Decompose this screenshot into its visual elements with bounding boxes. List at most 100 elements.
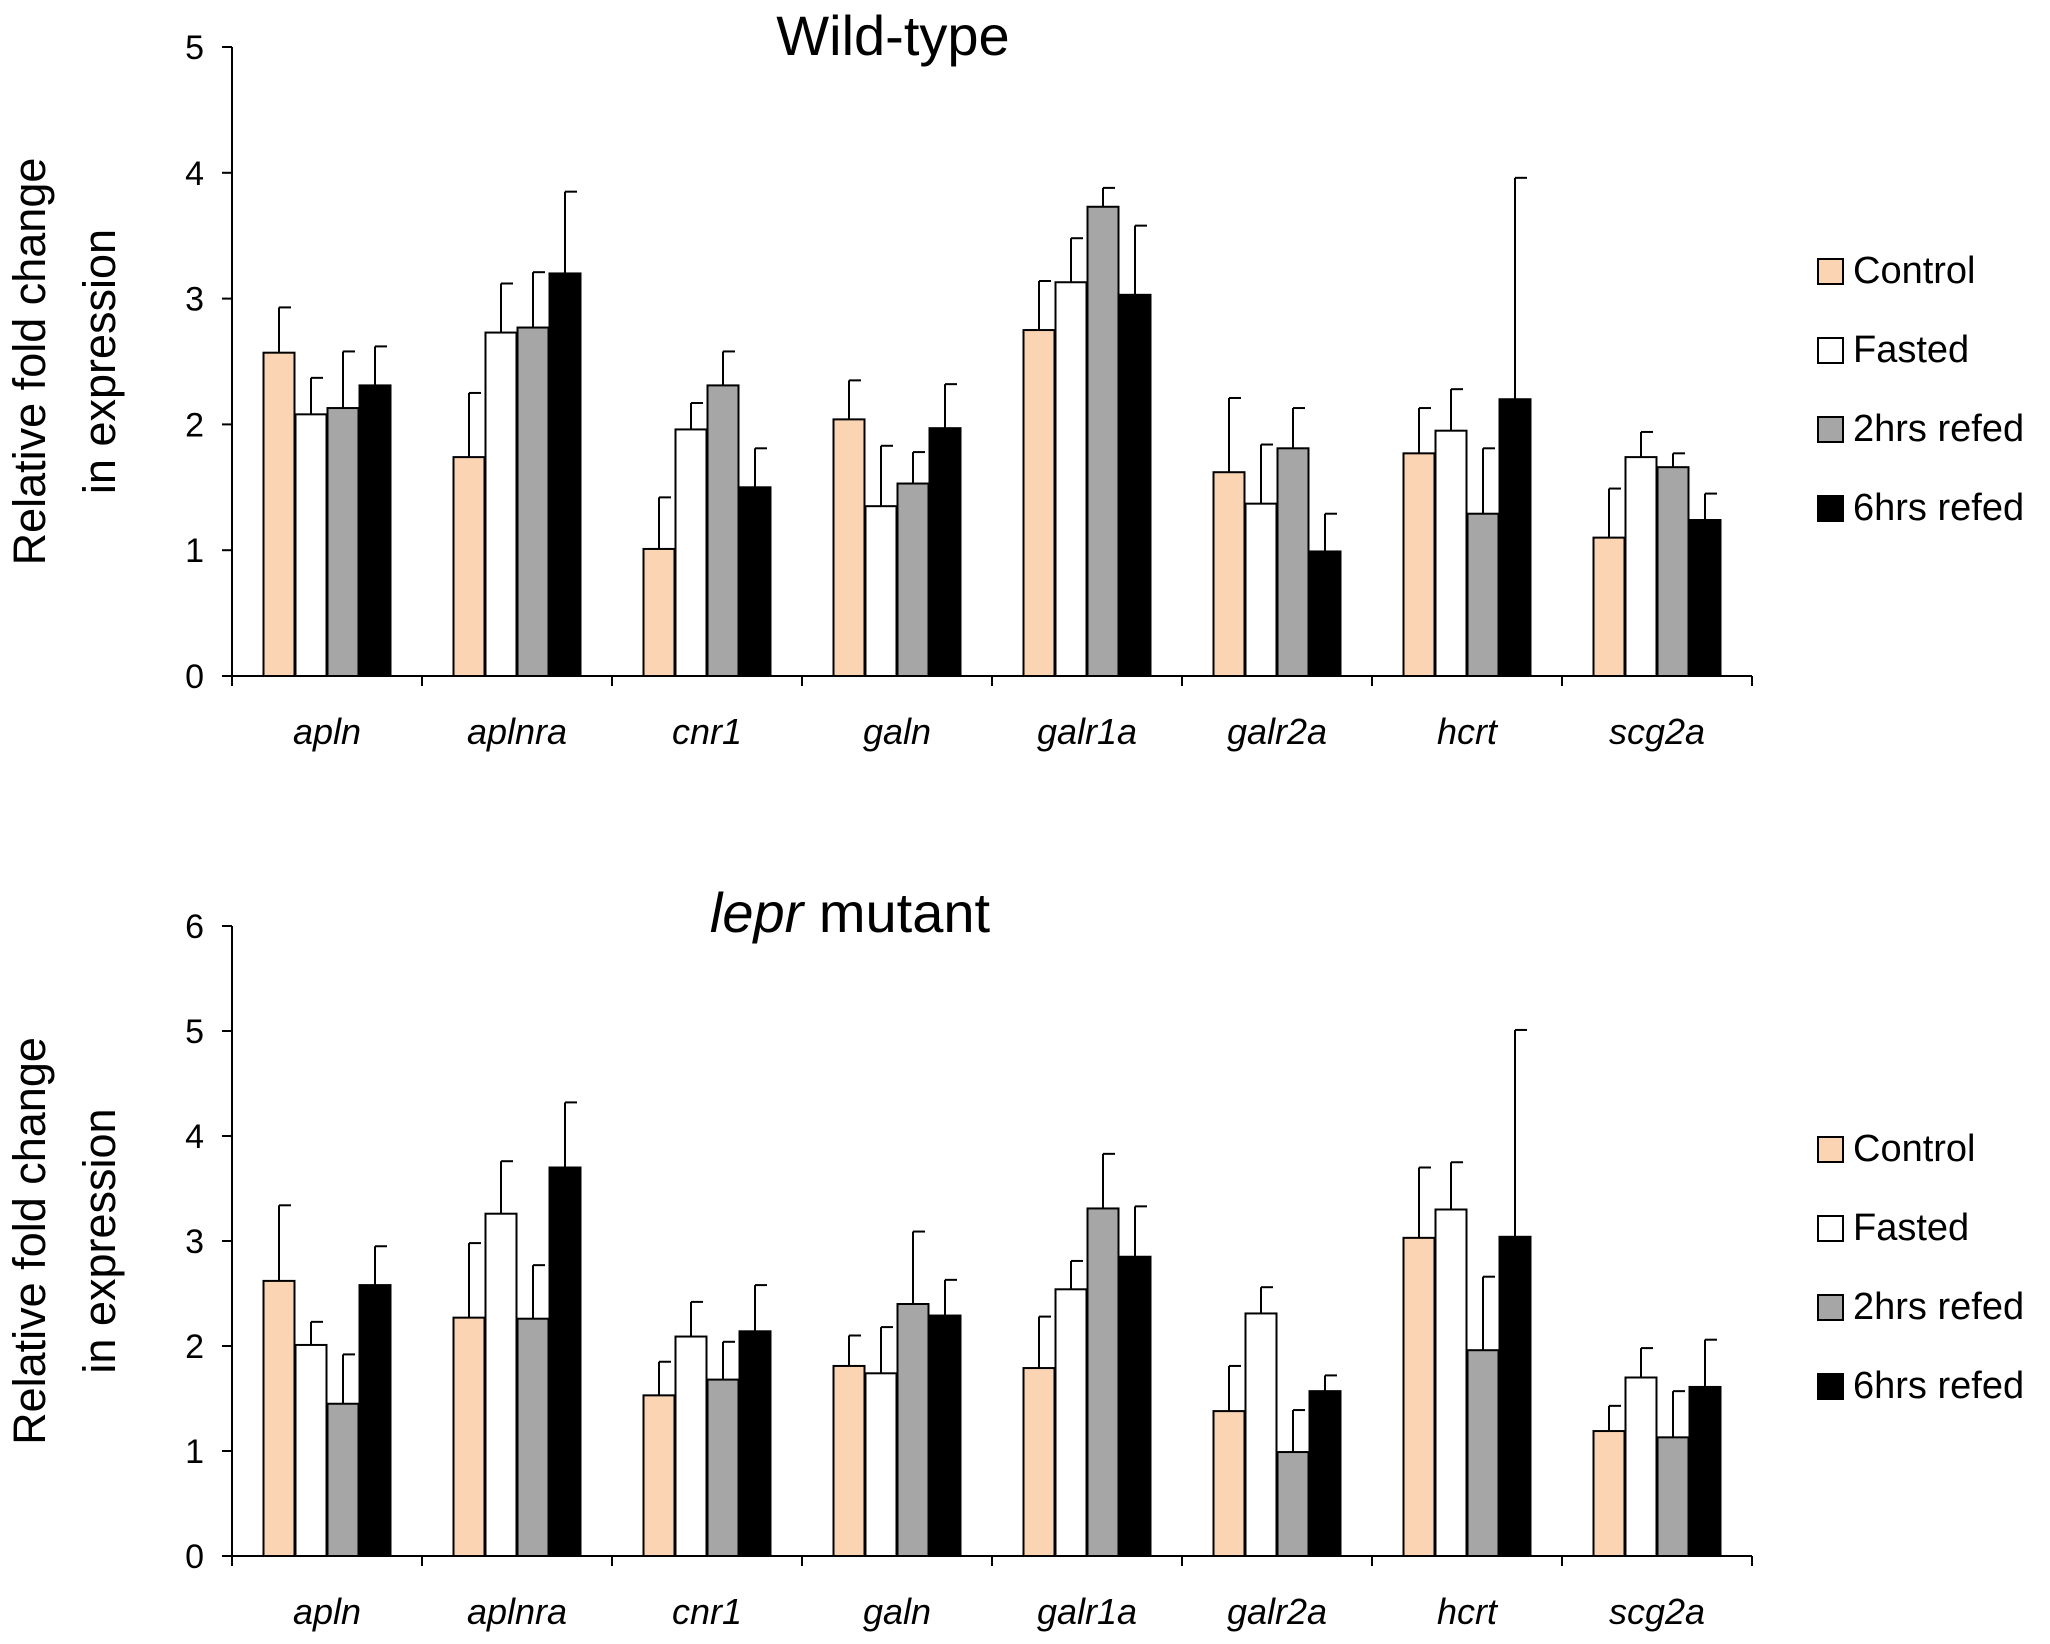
- bar: [928, 427, 962, 678]
- y-tick-label: 4: [185, 155, 204, 193]
- x-tick-label: hcrt: [1437, 711, 1499, 752]
- bar: [548, 272, 582, 677]
- bar: [1118, 293, 1152, 677]
- y-axis-label: in expression: [74, 1108, 125, 1373]
- y-axis-label: in expression: [74, 229, 125, 494]
- bar: [706, 1378, 740, 1557]
- x-tick-label: aplnra: [467, 711, 567, 752]
- legend-swatch: [1817, 337, 1844, 364]
- wild-type-panel: Wild-type Relative fold change in expressi…: [4, 4, 2024, 752]
- bar: [1022, 329, 1056, 677]
- legend-label: 2hrs refed: [1853, 408, 2024, 450]
- y-tick-label: 4: [185, 1118, 204, 1156]
- bar: [1434, 429, 1468, 677]
- bar: [674, 1335, 708, 1558]
- bar: [674, 428, 708, 677]
- y-tick-label: 3: [185, 281, 204, 319]
- x-tick-label: scg2a: [1609, 1591, 1705, 1632]
- x-tick-label: cnr1: [672, 1591, 742, 1632]
- bar: [1498, 398, 1532, 677]
- bar: [1244, 502, 1278, 677]
- bar: [1308, 550, 1342, 678]
- bar: [642, 547, 676, 678]
- y-tick-label: 6: [185, 908, 204, 946]
- legend-swatch: [1817, 1373, 1844, 1400]
- x-tick-label: galn: [863, 711, 931, 752]
- bar: [1466, 512, 1500, 678]
- bar: [1086, 205, 1120, 678]
- bar: [706, 384, 740, 677]
- bar: [294, 413, 328, 677]
- y-tick-label: 5: [185, 1013, 204, 1051]
- bar: [1592, 1430, 1626, 1558]
- x-tick-label: hcrt: [1437, 1591, 1499, 1632]
- x-tick-label: galn: [863, 1591, 931, 1632]
- x-tick-label: galr2a: [1227, 711, 1327, 752]
- bar: [1308, 1390, 1342, 1558]
- legend-label: Control: [1853, 1128, 1976, 1170]
- y-tick-label: 5: [185, 29, 204, 67]
- y-tick-label: 0: [185, 658, 204, 696]
- legend-label: Fasted: [1853, 329, 1969, 371]
- legend-label: 6hrs refed: [1853, 1365, 2024, 1407]
- legend-label: 6hrs refed: [1853, 487, 2024, 529]
- bar: [864, 505, 898, 678]
- bar: [484, 1212, 518, 1557]
- chart-title: Wild-type: [776, 4, 1009, 67]
- y-tick-label: 1: [185, 1433, 204, 1471]
- legend-swatch: [1817, 1294, 1844, 1321]
- bar: [1434, 1208, 1468, 1557]
- bar: [516, 1317, 550, 1557]
- y-tick-label: 2: [185, 1328, 204, 1366]
- x-tick-label: scg2a: [1609, 711, 1705, 752]
- bar: [294, 1343, 328, 1557]
- bar: [1212, 471, 1246, 678]
- bar: [1276, 1451, 1310, 1558]
- bar: [864, 1372, 898, 1558]
- bar: [896, 482, 930, 677]
- legend-swatch: [1817, 258, 1844, 285]
- bar: [738, 1330, 772, 1558]
- bar: [516, 326, 550, 677]
- bar: [832, 1364, 866, 1557]
- x-tick-label: galr1a: [1037, 1591, 1137, 1632]
- chart-title-italic-part: lepr: [710, 881, 819, 944]
- bar: [1656, 1436, 1690, 1557]
- chart-title: lepr mutant: [710, 881, 991, 944]
- bar: [358, 384, 392, 677]
- x-tick-label: apln: [293, 1591, 361, 1632]
- x-tick-label: aplnra: [467, 1591, 567, 1632]
- legend-label: 2hrs refed: [1853, 1286, 2024, 1328]
- bar: [548, 1166, 582, 1557]
- legend-label: Control: [1853, 250, 1976, 292]
- lepr-mutant-panel: lepr mutant Relative fold change in expres…: [4, 881, 2024, 1632]
- bar: [484, 331, 518, 677]
- bar: [1624, 456, 1658, 677]
- y-tick-label: 3: [185, 1223, 204, 1261]
- x-tick-label: galr1a: [1037, 711, 1137, 752]
- bar: [1118, 1255, 1152, 1557]
- chart-title-text: mutant: [819, 881, 991, 944]
- bar: [896, 1303, 930, 1557]
- x-tick-label: cnr1: [672, 711, 742, 752]
- legend-label: Fasted: [1853, 1207, 1969, 1249]
- y-axis-label: Relative fold change: [4, 158, 55, 566]
- bar: [1022, 1367, 1056, 1558]
- bar: [452, 1316, 486, 1558]
- bar: [326, 1402, 360, 1557]
- bar: [1592, 536, 1626, 677]
- bar: [326, 407, 360, 677]
- y-tick-label: 1: [185, 532, 204, 570]
- legend-swatch: [1817, 416, 1844, 443]
- bar: [1054, 1288, 1088, 1558]
- bar: [452, 456, 486, 677]
- bar: [642, 1394, 676, 1557]
- bar: [1086, 1207, 1120, 1557]
- bar: [1402, 1236, 1436, 1557]
- bar: [1054, 281, 1088, 677]
- bar: [1688, 1385, 1722, 1557]
- bar: [928, 1314, 962, 1558]
- bar: [1212, 1410, 1246, 1557]
- bar: [1498, 1235, 1532, 1558]
